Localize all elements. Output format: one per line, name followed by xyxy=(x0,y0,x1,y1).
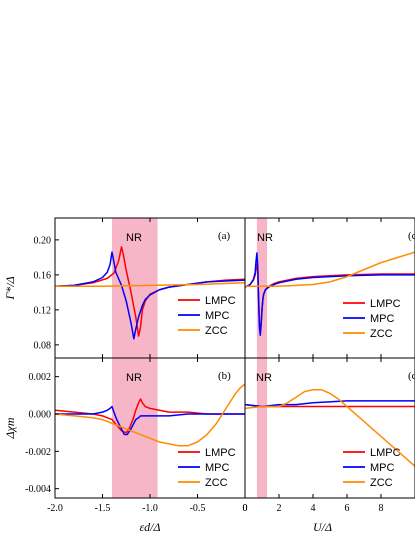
x-tick-label: -2.0 xyxy=(47,503,63,514)
x-tick-label: 6 xyxy=(345,503,350,514)
panel-label: (c) xyxy=(408,230,415,242)
y-tick-label: 0.12 xyxy=(34,305,52,316)
nr-label: NR xyxy=(126,232,142,244)
legend-entry-lmpc: LMPC xyxy=(370,447,401,459)
nr-region xyxy=(256,218,268,358)
y-tick-label: -0.004 xyxy=(25,484,51,495)
panel-a: NR 0.08 0.12 0.16 0.20 (a) LMPC MPC ZCC Γ*/Δ xyxy=(3,217,246,359)
nr-region xyxy=(256,358,268,498)
nr-label: NR xyxy=(126,372,142,384)
y-tick-label: 0.002 xyxy=(29,372,52,383)
y-tick-label: 0.20 xyxy=(34,235,52,246)
panel-c: NR (c) LMPC MPC ZCC xyxy=(244,217,415,359)
legend: LMPC MPC ZCC xyxy=(343,298,401,340)
panel-label: (b) xyxy=(218,370,231,382)
x-tick-label: -0.5 xyxy=(190,503,206,514)
y-tick-label: -0.002 xyxy=(25,447,51,458)
x-axis-label: U/Δ xyxy=(313,520,332,534)
series-line-lmpc xyxy=(55,398,245,434)
series-line-zcc xyxy=(55,383,245,447)
series-line-mpc xyxy=(55,405,245,436)
legend-entry-zcc: ZCC xyxy=(370,328,393,340)
y-axis-label: Γ*/Δ xyxy=(3,276,17,300)
legend-entry-mpc: MPC xyxy=(370,462,395,474)
x-tick-label: 2 xyxy=(277,503,282,514)
legend: LMPC MPC ZCC xyxy=(178,447,236,489)
x-axis-label: εd/Δ xyxy=(139,520,160,534)
panel-label: (a) xyxy=(218,230,231,242)
y-tick-label: 0.000 xyxy=(29,410,52,421)
series-line-zcc xyxy=(245,251,415,287)
x-tick-label: 0 xyxy=(243,503,248,514)
legend: LMPC MPC ZCC xyxy=(178,295,236,337)
legend-entry-lmpc: LMPC xyxy=(205,447,236,459)
series-line-mpc xyxy=(245,252,415,336)
x-tick-label: -1.0 xyxy=(142,503,158,514)
legend-entry-mpc: MPC xyxy=(370,313,395,325)
legend-entry-lmpc: LMPC xyxy=(205,295,236,307)
legend-entry-zcc: ZCC xyxy=(370,477,393,489)
y-tick-label: 0.08 xyxy=(34,340,52,351)
series-line-mpc xyxy=(245,400,415,408)
panel-d: NR 0 2 4 6 8 (d) LMPC MPC ZCC U/Δ xyxy=(243,357,415,534)
legend: LMPC MPC ZCC xyxy=(343,447,401,489)
series-line-zcc xyxy=(245,388,415,467)
y-axis-label: Δχm xyxy=(3,417,17,439)
panel-label: (d) xyxy=(408,370,415,382)
x-tick-label: 4 xyxy=(311,503,316,514)
x-tick-label: -1.5 xyxy=(95,503,111,514)
series-line-mpc xyxy=(55,251,245,340)
axes-frame xyxy=(244,357,415,499)
legend-entry-lmpc: LMPC xyxy=(370,298,401,310)
legend-entry-zcc: ZCC xyxy=(205,325,228,337)
legend-entry-mpc: MPC xyxy=(205,462,230,474)
legend-entry-mpc: MPC xyxy=(205,310,230,322)
nr-label: NR xyxy=(256,372,272,384)
y-tick-label: 0.16 xyxy=(34,270,52,281)
x-tick-label: 8 xyxy=(379,503,384,514)
legend-entry-zcc: ZCC xyxy=(205,477,228,489)
series-line-zcc xyxy=(55,282,245,287)
nr-label: NR xyxy=(257,232,273,244)
x-tick-label: 0 xyxy=(243,503,248,514)
panel-b: NR -2.0 -1.5 -1.0 -0.5 0 -0.004 -0.002 0.000 0.00… xyxy=(3,357,248,534)
